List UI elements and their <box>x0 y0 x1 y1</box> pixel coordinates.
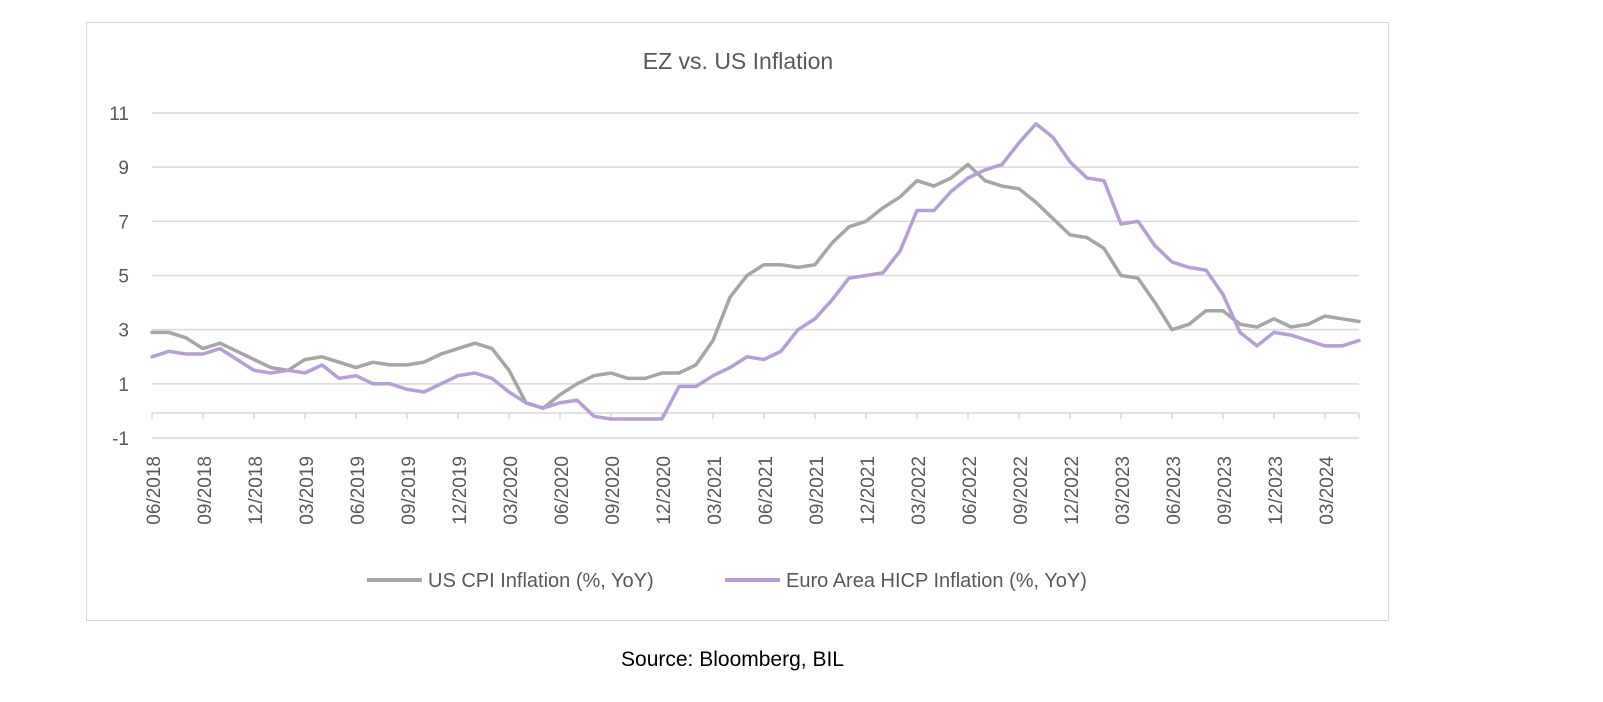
legend: US CPI Inflation (%, YoY) Euro Area HICP … <box>367 570 1087 592</box>
legend-label: US CPI Inflation (%, YoY) <box>428 570 654 592</box>
x-tick-label: 12/2019 <box>450 456 471 525</box>
x-tick-label: 06/2018 <box>144 456 165 525</box>
y-tick-label: 1 <box>118 375 129 396</box>
y-tick-label: 11 <box>109 104 129 125</box>
x-tick-label: 03/2019 <box>297 456 318 525</box>
x-tick-label: 06/2019 <box>348 456 369 525</box>
chart-area: EZ vs. US Inflation -1 1 3 5 7 9 11 06/2018 09/… <box>86 22 1389 621</box>
x-tick-label: 03/2024 <box>1317 456 1338 525</box>
x-tick-label: 12/2022 <box>1062 456 1083 525</box>
x-tick-label: 12/2020 <box>654 456 675 525</box>
x-tick-label: 09/2022 <box>1011 456 1032 525</box>
line-chart: EZ vs. US Inflation -1 1 3 5 7 9 11 06/2018 09/… <box>109 48 1361 592</box>
us-cpi-line <box>150 162 1361 410</box>
y-tick-label: 9 <box>118 158 129 179</box>
legend-label: Euro Area HICP Inflation (%, YoY) <box>786 570 1087 592</box>
x-tick-label: 09/2020 <box>603 456 624 525</box>
x-tick-label: 03/2021 <box>705 456 726 525</box>
x-tick-label: 06/2022 <box>960 456 981 525</box>
source-note: Source: Bloomberg, BIL <box>621 648 844 671</box>
x-tick-label: 12/2018 <box>246 456 267 525</box>
x-tick-label: 09/2019 <box>399 456 420 525</box>
euro-hicp-line <box>150 122 1361 421</box>
chart-title: EZ vs. US Inflation <box>643 48 833 74</box>
x-tick-label: 09/2021 <box>807 456 828 525</box>
gridlines <box>152 112 1359 439</box>
y-tick-label: -1 <box>112 429 129 450</box>
x-tick-label: 12/2021 <box>858 456 879 525</box>
y-tick-label: 7 <box>118 212 129 233</box>
x-tick-label: 06/2021 <box>756 456 777 525</box>
x-tick-label: 06/2020 <box>552 456 573 525</box>
x-tick-label: 09/2018 <box>195 456 216 525</box>
x-tick-label: 03/2023 <box>1113 456 1134 525</box>
x-tick-label: 03/2020 <box>501 456 522 525</box>
y-tick-label: 5 <box>118 267 129 288</box>
x-tick-label: 12/2023 <box>1266 456 1287 525</box>
x-axis: 06/2018 09/2018 12/2018 03/2019 06/2019 09/20… <box>144 412 1360 525</box>
series-lines <box>150 122 1361 421</box>
y-axis-ticks: -1 1 3 5 7 9 11 <box>109 104 129 450</box>
x-tick-label: 03/2022 <box>909 456 930 525</box>
x-tick-label: 09/2023 <box>1215 456 1236 525</box>
x-tick-label: 06/2023 <box>1164 456 1185 525</box>
y-tick-label: 3 <box>118 321 129 342</box>
